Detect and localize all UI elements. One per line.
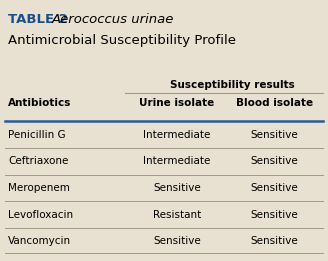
Text: Ceftriaxone: Ceftriaxone — [8, 156, 68, 166]
Text: Sensitive: Sensitive — [251, 156, 298, 166]
Text: Antimicrobial Susceptibility Profile: Antimicrobial Susceptibility Profile — [8, 34, 236, 47]
Text: Levofloxacin: Levofloxacin — [8, 210, 73, 220]
Text: Penicillin G: Penicillin G — [8, 130, 66, 140]
Text: Sensitive: Sensitive — [251, 210, 298, 220]
Text: Vancomycin: Vancomycin — [8, 236, 71, 246]
Text: Intermediate: Intermediate — [143, 156, 211, 166]
Text: Sensitive: Sensitive — [251, 183, 298, 193]
Text: Resistant: Resistant — [153, 210, 201, 220]
Text: Aerococcus urinae: Aerococcus urinae — [52, 13, 174, 26]
Text: TABLE 2: TABLE 2 — [8, 13, 72, 26]
Text: Sensitive: Sensitive — [251, 130, 298, 140]
Text: Sensitive: Sensitive — [251, 236, 298, 246]
Text: Blood isolate: Blood isolate — [236, 98, 313, 108]
Text: Meropenem: Meropenem — [8, 183, 70, 193]
Text: Urine isolate: Urine isolate — [139, 98, 215, 108]
Text: Intermediate: Intermediate — [143, 130, 211, 140]
Text: Sensitive: Sensitive — [153, 236, 201, 246]
Text: Antibiotics: Antibiotics — [8, 98, 71, 108]
Text: Sensitive: Sensitive — [153, 183, 201, 193]
Text: Susceptibility results: Susceptibility results — [170, 80, 295, 90]
